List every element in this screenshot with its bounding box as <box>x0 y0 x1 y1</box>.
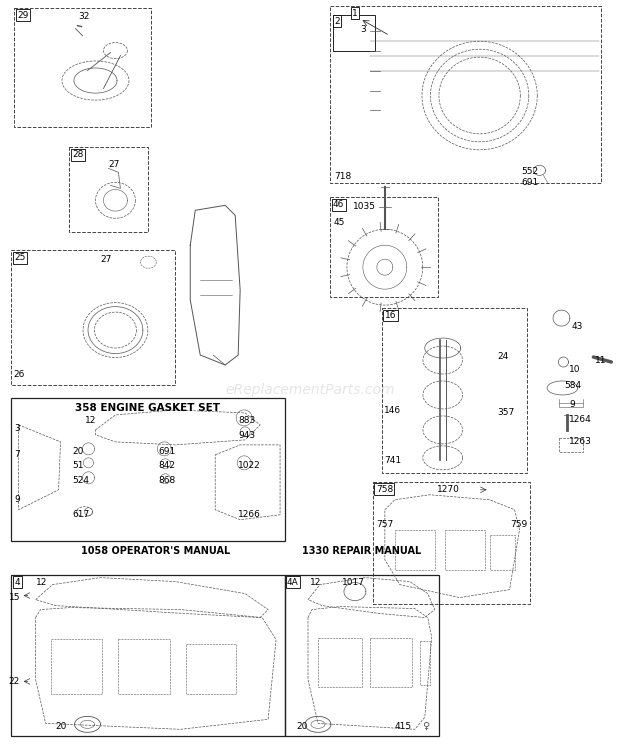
Text: 22: 22 <box>9 678 20 687</box>
Text: 1: 1 <box>352 9 358 18</box>
Text: ♀: ♀ <box>422 720 429 731</box>
Bar <box>11 574 285 737</box>
Text: 29: 29 <box>17 10 29 19</box>
Text: 24: 24 <box>498 352 509 361</box>
Text: 20: 20 <box>296 722 308 731</box>
Text: 741: 741 <box>384 456 401 465</box>
Text: 12: 12 <box>35 577 47 586</box>
Text: 4: 4 <box>15 577 20 586</box>
Text: 11: 11 <box>595 356 607 365</box>
Bar <box>330 6 601 183</box>
Text: 1058 OPERATOR'S MANUAL: 1058 OPERATOR'S MANUAL <box>81 545 230 556</box>
Text: 868: 868 <box>158 476 175 485</box>
Text: 584: 584 <box>564 381 582 390</box>
Bar <box>69 147 148 232</box>
Text: 9: 9 <box>569 400 575 409</box>
Text: 718: 718 <box>334 173 351 182</box>
Text: 16: 16 <box>385 311 396 320</box>
Text: 146: 146 <box>384 406 401 415</box>
Text: 26: 26 <box>14 370 25 379</box>
Text: 27: 27 <box>100 255 112 264</box>
Text: 20: 20 <box>73 447 84 456</box>
Text: 46: 46 <box>333 200 344 209</box>
Text: 25: 25 <box>15 253 26 262</box>
Text: 357: 357 <box>498 408 515 417</box>
Bar <box>333 15 375 51</box>
Text: 43: 43 <box>572 322 583 331</box>
Text: 1266: 1266 <box>238 510 261 519</box>
Bar <box>330 197 438 297</box>
Text: 759: 759 <box>510 520 528 529</box>
Text: 3: 3 <box>15 424 20 433</box>
Text: 1264: 1264 <box>569 415 592 424</box>
Text: 1022: 1022 <box>238 461 261 469</box>
Text: 758: 758 <box>376 485 393 494</box>
Text: eReplacementParts.com: eReplacementParts.com <box>225 383 395 397</box>
Bar <box>14 7 151 127</box>
Text: 943: 943 <box>238 431 255 440</box>
Text: 1270: 1270 <box>436 485 459 494</box>
Bar <box>382 308 526 472</box>
Text: 757: 757 <box>376 520 393 529</box>
Text: 10: 10 <box>569 365 581 374</box>
Text: 691: 691 <box>158 447 175 456</box>
Text: 45: 45 <box>334 218 345 227</box>
Text: 28: 28 <box>73 150 84 159</box>
Text: 842: 842 <box>158 461 175 469</box>
Text: 12: 12 <box>310 577 321 586</box>
Text: 7: 7 <box>15 450 20 459</box>
Text: 20: 20 <box>56 722 67 731</box>
Bar <box>11 398 285 541</box>
Text: 524: 524 <box>73 476 89 485</box>
Text: 1035: 1035 <box>353 202 376 211</box>
Bar <box>373 482 529 603</box>
Text: 552: 552 <box>521 167 539 176</box>
Text: 15: 15 <box>9 592 20 602</box>
Text: 3: 3 <box>360 25 366 33</box>
Text: 4A: 4A <box>287 577 299 586</box>
Text: 2: 2 <box>334 16 340 25</box>
Text: 358 ENGINE GASKET SET: 358 ENGINE GASKET SET <box>75 403 220 413</box>
Text: 32: 32 <box>79 12 90 21</box>
Text: 9: 9 <box>15 495 20 504</box>
Text: 1263: 1263 <box>569 437 592 446</box>
Text: 51: 51 <box>73 461 84 469</box>
Bar <box>11 250 175 385</box>
Text: 691: 691 <box>521 179 539 187</box>
Text: 12: 12 <box>84 416 96 425</box>
Bar <box>285 574 439 737</box>
Text: 415: 415 <box>395 722 412 731</box>
Text: 1330 REPAIR MANUAL: 1330 REPAIR MANUAL <box>303 545 422 556</box>
Text: 1017: 1017 <box>342 577 365 586</box>
Text: 27: 27 <box>108 161 120 170</box>
Text: 617: 617 <box>73 510 90 519</box>
Text: 883: 883 <box>238 416 255 425</box>
Bar <box>559 438 583 452</box>
